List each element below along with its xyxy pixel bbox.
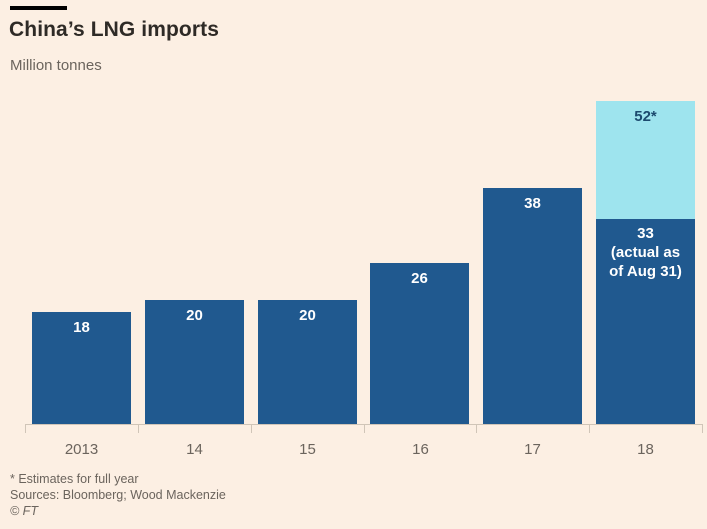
x-axis-tick (476, 424, 477, 433)
annotation-line: 33 (637, 225, 654, 242)
bar-segment-actual (258, 300, 357, 424)
bar-segment-actual (32, 312, 131, 424)
bar-value-label: 20 (186, 307, 203, 324)
annotation-line: (actual as (610, 244, 681, 261)
x-axis-label: 18 (637, 441, 654, 458)
title-rule (10, 6, 67, 10)
sources: Sources: Bloomberg; Wood Mackenzie (10, 488, 226, 503)
bar-segment-estimate (596, 101, 695, 219)
x-axis-label: 15 (299, 441, 316, 458)
actual-value-annotation: 33 (actual as of Aug 31) (596, 224, 695, 281)
bar-value-label: 26 (411, 270, 428, 287)
chart-title: China’s LNG imports (9, 18, 219, 41)
x-axis-label: 16 (412, 441, 429, 458)
x-axis-tick (702, 424, 703, 433)
x-axis-label: 14 (186, 441, 203, 458)
chart-footer: * Estimates for full year Sources: Bloom… (10, 471, 226, 520)
annotation-line: of Aug 31) (609, 263, 682, 280)
x-axis-tick (364, 424, 365, 433)
x-axis-tick (589, 424, 590, 433)
x-axis-label: 17 (524, 441, 541, 458)
x-axis-tick (251, 424, 252, 433)
x-axis-tick (25, 424, 26, 433)
footnote: * Estimates for full year (10, 472, 139, 486)
bar-segment-actual (145, 300, 244, 424)
bar-segment-actual (596, 219, 695, 424)
estimate-value-label: 52* (634, 108, 657, 125)
ft-credit: © FT (10, 504, 38, 519)
bar-value-label: 18 (73, 319, 90, 336)
chart-subtitle: Million tonnes (10, 57, 102, 74)
bar-segment-actual (370, 263, 469, 424)
bar-value-label: 20 (299, 307, 316, 324)
x-axis-tick (138, 424, 139, 433)
x-axis-label: 2013 (64, 441, 99, 458)
bar-segment-actual (483, 188, 582, 424)
bar-value-label: 38 (524, 195, 541, 212)
